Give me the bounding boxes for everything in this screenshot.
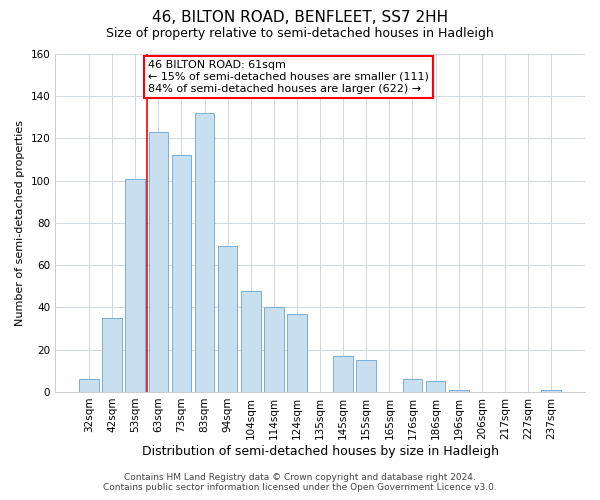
Y-axis label: Number of semi-detached properties: Number of semi-detached properties — [15, 120, 25, 326]
Bar — [241, 290, 260, 392]
X-axis label: Distribution of semi-detached houses by size in Hadleigh: Distribution of semi-detached houses by … — [142, 444, 499, 458]
Bar — [172, 156, 191, 392]
Bar — [125, 178, 145, 392]
Bar — [449, 390, 469, 392]
Bar — [403, 380, 422, 392]
Bar — [79, 380, 99, 392]
Bar — [426, 382, 445, 392]
Bar — [264, 308, 284, 392]
Bar — [334, 356, 353, 392]
Text: 46 BILTON ROAD: 61sqm
← 15% of semi-detached houses are smaller (111)
84% of sem: 46 BILTON ROAD: 61sqm ← 15% of semi-deta… — [148, 60, 429, 94]
Bar — [541, 390, 561, 392]
Text: Size of property relative to semi-detached houses in Hadleigh: Size of property relative to semi-detach… — [106, 28, 494, 40]
Bar — [218, 246, 238, 392]
Bar — [195, 113, 214, 392]
Text: Contains HM Land Registry data © Crown copyright and database right 2024.
Contai: Contains HM Land Registry data © Crown c… — [103, 473, 497, 492]
Bar — [356, 360, 376, 392]
Bar — [149, 132, 168, 392]
Bar — [103, 318, 122, 392]
Text: 46, BILTON ROAD, BENFLEET, SS7 2HH: 46, BILTON ROAD, BENFLEET, SS7 2HH — [152, 10, 448, 25]
Bar — [287, 314, 307, 392]
